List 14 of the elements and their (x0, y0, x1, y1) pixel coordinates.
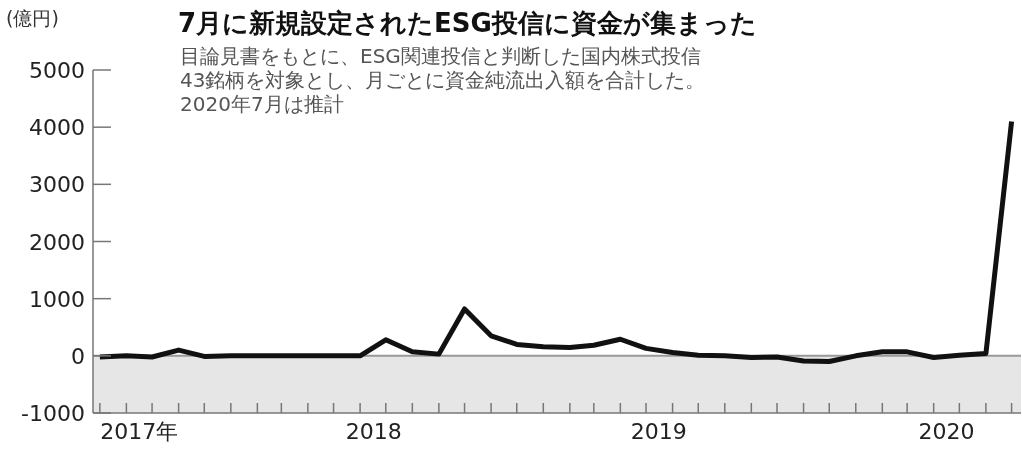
x-tick-label: 2019 (630, 419, 687, 444)
x-tick-label: 2017年 (100, 419, 179, 444)
chart-title: 7月に新規設定されたESG投信に資金が集まった (178, 7, 757, 40)
y-tick-label: 0 (71, 343, 85, 369)
y-tick-label: 4000 (29, 115, 85, 141)
y-axis-title: (億円) (6, 6, 59, 31)
chart-subtitle: 目論見書をもとに、ESG関連投信と判断した国内株式投信 43銘柄を対象とし、月ごとに資金純流出入額を合計した。 2020年7月は推計 (180, 44, 706, 116)
y-tick-label: 2000 (29, 229, 85, 255)
x-tick-label: 2018 (345, 419, 402, 444)
y-tick-label: -1000 (21, 401, 85, 426)
y-tick-label: 3000 (29, 172, 85, 198)
y-tick-label: 1000 (29, 286, 85, 312)
y-tick-label: 5000 (29, 58, 85, 83)
x-tick-label: 2020 (918, 419, 975, 444)
